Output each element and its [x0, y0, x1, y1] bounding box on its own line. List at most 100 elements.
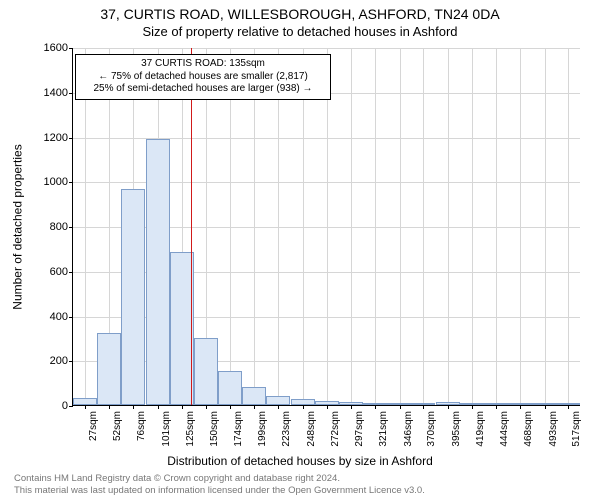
footer-line2: This material was last updated on inform…	[14, 485, 425, 496]
ytick-mark	[69, 272, 73, 273]
grid-v	[472, 48, 473, 405]
marker-line	[191, 48, 192, 405]
xtick-mark	[230, 405, 231, 409]
xtick-mark	[109, 405, 110, 409]
grid-v	[448, 48, 449, 405]
xtick-label: 174sqm	[233, 411, 244, 447]
xtick-mark	[472, 405, 473, 409]
ytick-label: 0	[8, 400, 68, 412]
xtick-label: 370sqm	[426, 411, 437, 447]
grid-v	[520, 48, 521, 405]
ytick-mark	[69, 182, 73, 183]
xtick-label: 272sqm	[330, 411, 341, 447]
xtick-mark	[206, 405, 207, 409]
histogram-bar	[460, 403, 484, 405]
figure-container: 37, CURTIS ROAD, WILLESBOROUGH, ASHFORD,…	[0, 0, 600, 500]
xtick-mark	[182, 405, 183, 409]
xtick-mark	[158, 405, 159, 409]
histogram-bar	[218, 371, 242, 405]
x-axis-label: Distribution of detached houses by size …	[0, 454, 600, 468]
chart-title-line1: 37, CURTIS ROAD, WILLESBOROUGH, ASHFORD,…	[0, 6, 600, 22]
xtick-mark	[278, 405, 279, 409]
grid-v	[496, 48, 497, 405]
xtick-label: 346sqm	[403, 411, 414, 447]
ytick-mark	[69, 227, 73, 228]
xtick-mark	[303, 405, 304, 409]
histogram-bar	[339, 402, 363, 405]
histogram-bar	[411, 403, 435, 405]
ytick-mark	[69, 317, 73, 318]
xtick-label: 493sqm	[548, 411, 559, 447]
xtick-label: 248sqm	[306, 411, 317, 447]
xtick-label: 468sqm	[523, 411, 534, 447]
xtick-label: 125sqm	[185, 411, 196, 447]
footer-line1: Contains HM Land Registry data © Crown c…	[14, 473, 425, 484]
xtick-label: 321sqm	[378, 411, 389, 447]
histogram-bar	[170, 252, 194, 405]
histogram-bar	[387, 403, 411, 405]
grid-v	[278, 48, 279, 405]
histogram-bar	[436, 402, 460, 405]
xtick-label: 517sqm	[571, 411, 582, 447]
annotation-line1: 37 CURTIS ROAD: 135sqm	[80, 58, 326, 71]
xtick-mark	[496, 405, 497, 409]
xtick-label: 27sqm	[88, 411, 99, 441]
xtick-mark	[448, 405, 449, 409]
grid-v	[400, 48, 401, 405]
ytick-label: 800	[8, 221, 68, 233]
histogram-bar	[556, 403, 580, 405]
grid-v	[230, 48, 231, 405]
ytick-mark	[69, 361, 73, 362]
xtick-label: 76sqm	[136, 411, 147, 441]
xtick-mark	[400, 405, 401, 409]
xtick-mark	[545, 405, 546, 409]
xtick-mark	[520, 405, 521, 409]
grid-v	[375, 48, 376, 405]
ytick-mark	[69, 406, 73, 407]
grid-v	[327, 48, 328, 405]
xtick-label: 419sqm	[475, 411, 486, 447]
histogram-bar	[315, 401, 339, 405]
ytick-mark	[69, 93, 73, 94]
histogram-bar	[73, 398, 97, 405]
xtick-label: 297sqm	[354, 411, 365, 447]
histogram-bar	[194, 338, 218, 405]
ytick-label: 400	[8, 311, 68, 323]
ytick-label: 1000	[8, 176, 68, 188]
histogram-bar	[97, 333, 121, 405]
histogram-bar	[266, 396, 290, 405]
annotation-box: 37 CURTIS ROAD: 135sqm← 75% of detached …	[75, 54, 331, 100]
xtick-label: 199sqm	[257, 411, 268, 447]
histogram-bar	[242, 387, 266, 405]
grid-v	[351, 48, 352, 405]
xtick-label: 395sqm	[451, 411, 462, 447]
ytick-label: 1600	[8, 42, 68, 54]
xtick-label: 52sqm	[112, 411, 123, 441]
xtick-mark	[423, 405, 424, 409]
grid-v	[254, 48, 255, 405]
xtick-mark	[327, 405, 328, 409]
ytick-mark	[69, 48, 73, 49]
histogram-bar	[508, 403, 532, 405]
histogram-bar	[146, 139, 170, 405]
histogram-bar	[291, 399, 315, 405]
annotation-line3: 25% of semi-detached houses are larger (…	[80, 83, 326, 96]
histogram-bar	[532, 403, 556, 405]
footer-attribution: Contains HM Land Registry data © Crown c…	[14, 473, 425, 496]
plot-area: 27sqm52sqm76sqm101sqm125sqm150sqm174sqm1…	[72, 48, 580, 406]
grid-v	[568, 48, 569, 405]
xtick-label: 223sqm	[281, 411, 292, 447]
grid-v	[423, 48, 424, 405]
xtick-mark	[85, 405, 86, 409]
histogram-bar	[121, 189, 145, 405]
xtick-label: 444sqm	[499, 411, 510, 447]
xtick-mark	[351, 405, 352, 409]
chart-title-line2: Size of property relative to detached ho…	[0, 24, 600, 39]
grid-v	[85, 48, 86, 405]
ytick-label: 200	[8, 355, 68, 367]
annotation-line2: ← 75% of detached houses are smaller (2,…	[80, 71, 326, 84]
grid-v	[303, 48, 304, 405]
xtick-mark	[375, 405, 376, 409]
xtick-label: 101sqm	[161, 411, 172, 447]
xtick-mark	[568, 405, 569, 409]
